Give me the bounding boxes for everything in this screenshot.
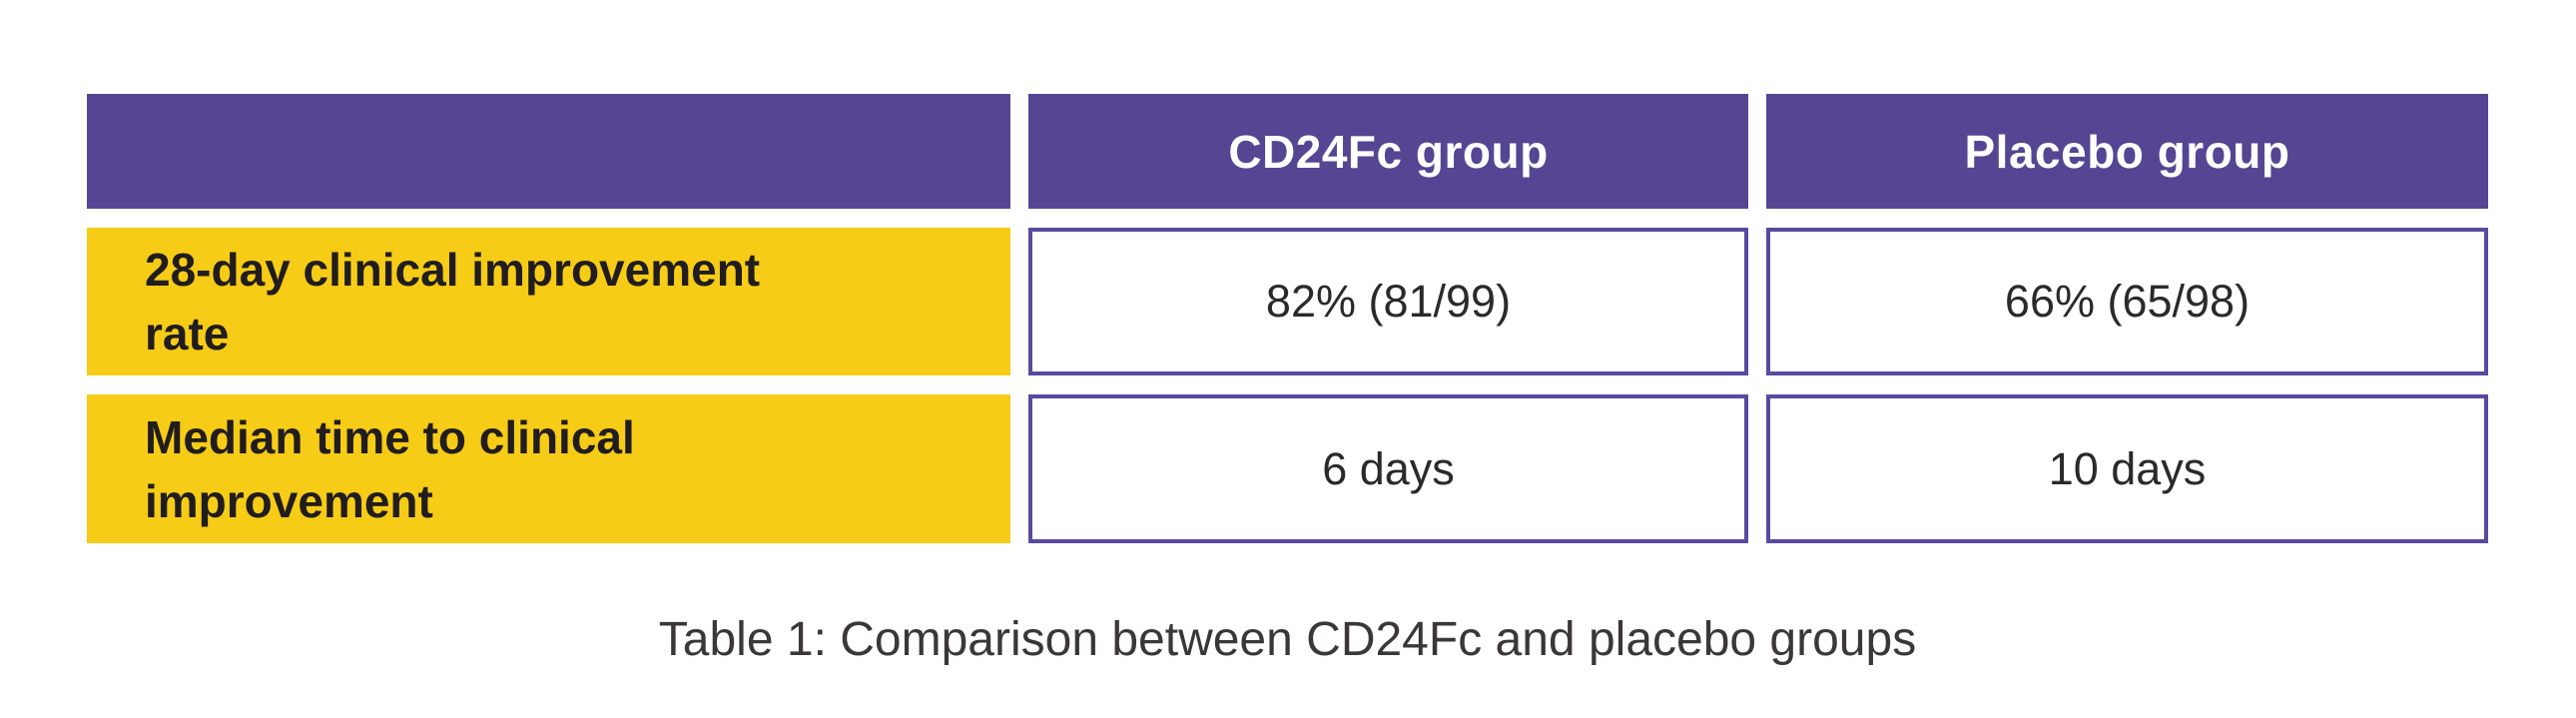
header-cd24fc-group: CD24Fc group bbox=[1028, 94, 1748, 209]
comparison-table: CD24Fc group Placebo group 28-day clinic… bbox=[87, 94, 2488, 543]
value-cd24fc-median-time: 6 days bbox=[1028, 394, 1748, 543]
header-corner-cell bbox=[87, 94, 1010, 209]
value-placebo-improvement-rate: 66% (65/98) bbox=[1766, 228, 2488, 375]
table-caption: Table 1: Comparison between CD24Fc and p… bbox=[658, 613, 1917, 666]
value-placebo-median-time: 10 days bbox=[1766, 394, 2488, 543]
row-label-median-time: Median time to clinical improvement bbox=[87, 394, 1010, 543]
header-placebo-group: Placebo group bbox=[1766, 94, 2488, 209]
row-label-improvement-rate: 28-day clinical improvement rate bbox=[87, 228, 1010, 375]
value-cd24fc-improvement-rate: 82% (81/99) bbox=[1028, 228, 1748, 375]
